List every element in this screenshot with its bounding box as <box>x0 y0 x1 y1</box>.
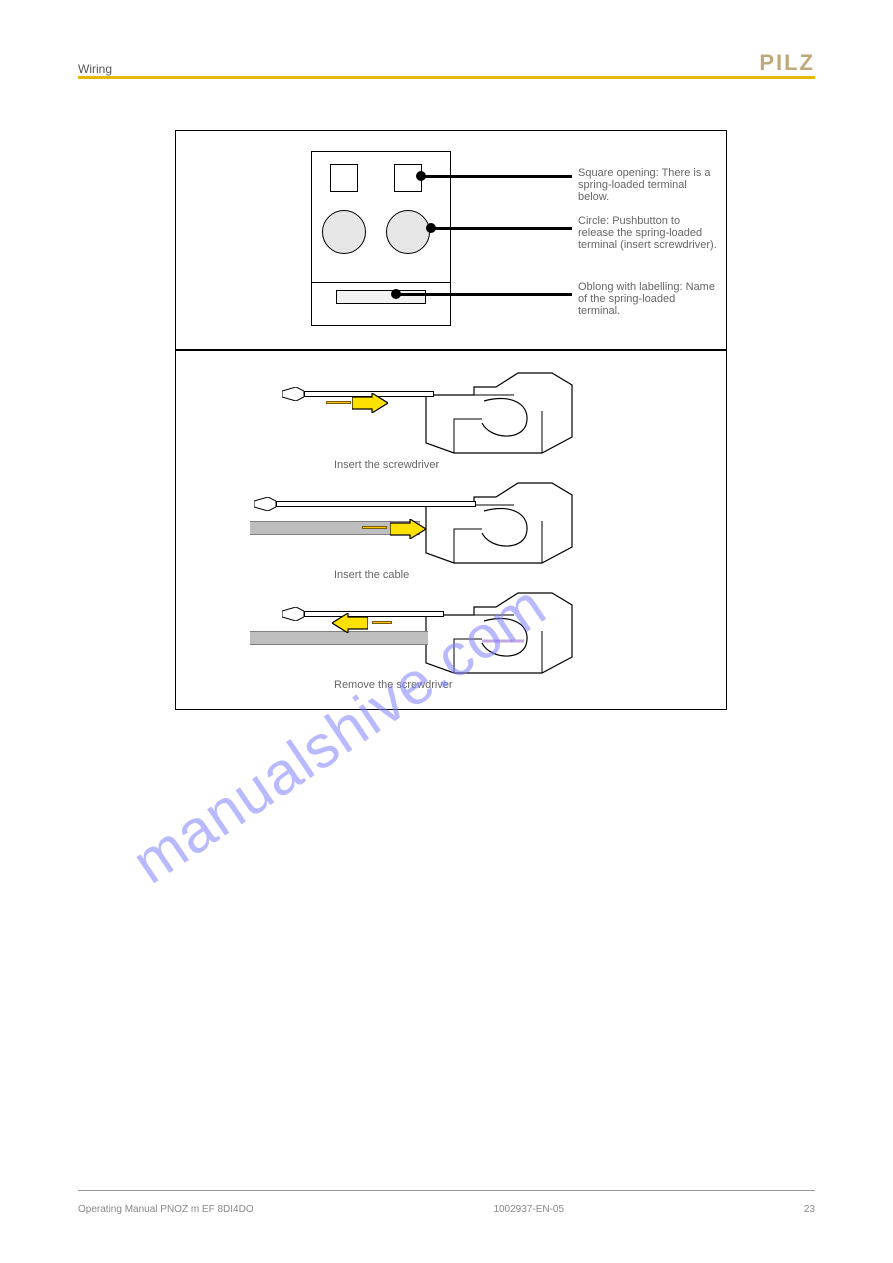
screwdriver-shaft-icon <box>276 501 476 507</box>
lead-line <box>422 175 572 178</box>
arrow-left-icon <box>332 613 368 633</box>
step-a-label: Insert the screwdriver <box>334 459 439 471</box>
screwdriver-shaft-icon <box>304 611 444 617</box>
footer-center: 1002937-EN-05 <box>493 1204 564 1215</box>
annotation-top: Square opening: There is a spring-loaded… <box>578 167 718 203</box>
arrow-right-icon <box>352 393 388 413</box>
screwdriver-handle-icon <box>282 607 304 621</box>
step-c-label: Remove the screwdriver <box>334 679 453 691</box>
wire-core-icon <box>372 621 392 624</box>
footer-rule <box>78 1190 815 1191</box>
screwdriver-handle-icon <box>254 497 276 511</box>
square-opening-icon <box>330 164 358 192</box>
cable-icon <box>250 631 428 645</box>
arrow-right-icon <box>390 519 426 539</box>
terminal-housing-icon <box>424 481 574 561</box>
terminal-housing-icon <box>424 371 574 451</box>
pushbutton-icon <box>322 210 366 254</box>
wire-core-icon <box>326 401 351 404</box>
wiring-steps-diagram: Insert the screwdriver Insert the cable <box>175 350 727 710</box>
footer-left: Operating Manual PNOZ m EF 8DI4DO <box>78 1204 254 1215</box>
annotation-bottom: Oblong with labelling: Name of the sprin… <box>578 281 718 317</box>
step-b-label: Insert the cable <box>334 569 409 581</box>
terminal-panel-diagram: Square opening: There is a spring-loaded… <box>175 130 727 350</box>
page-footer: Operating Manual PNOZ m EF 8DI4DO 100293… <box>78 1204 815 1215</box>
pushbutton-icon <box>386 210 430 254</box>
brand-logo: PILZ <box>759 50 815 76</box>
annotation-middle: Circle: Pushbutton to release the spring… <box>578 215 718 251</box>
lead-line <box>397 293 572 296</box>
terminal-housing-icon <box>424 591 574 671</box>
wire-core-icon <box>362 526 387 529</box>
lead-line <box>432 227 572 230</box>
screwdriver-handle-icon <box>282 387 304 401</box>
header-rule <box>78 76 815 79</box>
footer-right: 23 <box>804 1204 815 1215</box>
section-title: Wiring <box>78 62 112 76</box>
panel-divider <box>312 282 450 283</box>
page-header: Wiring PILZ <box>78 50 815 76</box>
